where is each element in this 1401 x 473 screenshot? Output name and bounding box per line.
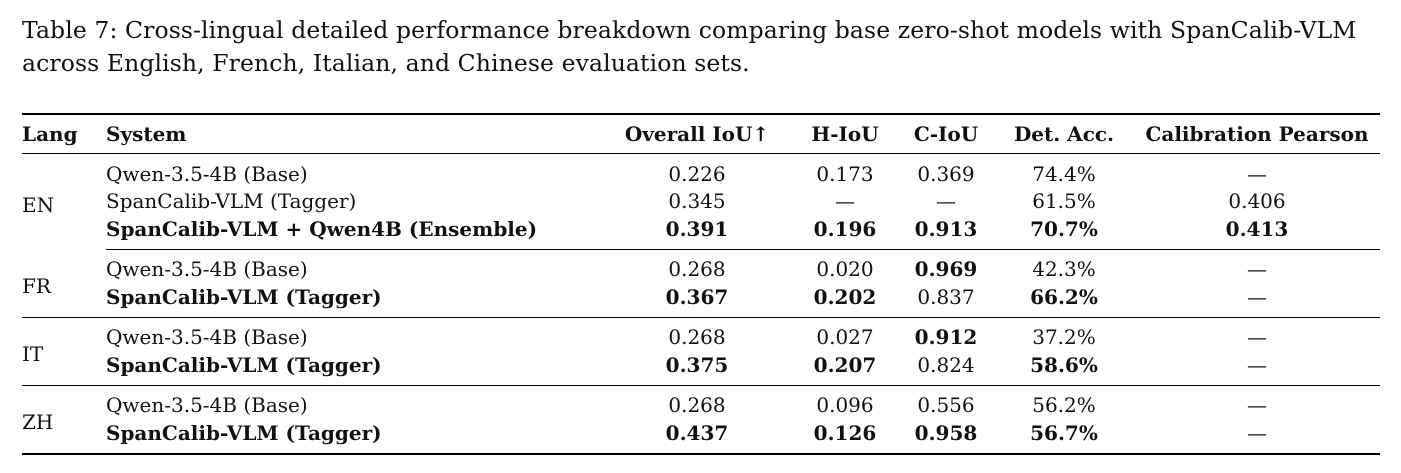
h-iou-cell: 0.126: [792, 419, 898, 455]
overall-iou-cell: 0.268: [668, 325, 726, 350]
h-iou-cell: 0.096: [816, 393, 874, 418]
calibration-cell: —: [1247, 161, 1267, 186]
calibration-cell: —: [1134, 351, 1380, 386]
det-acc-cell: 56.7%: [994, 419, 1134, 455]
system-cell: Qwen-3.5-4B (Base): [106, 325, 308, 350]
table-caption: Table 7: Cross-lingual detailed performa…: [22, 16, 1357, 77]
h-iou-cell: 0.207: [792, 351, 898, 386]
h-iou-cell: 0.202: [792, 283, 898, 318]
calibration-cell: —: [1134, 419, 1380, 455]
det-acc-cell: 37.2%: [1032, 325, 1096, 350]
calibration-cell: 0.413: [1134, 215, 1380, 250]
system-cell: SpanCalib-VLM + Qwen4B (Ensemble): [106, 215, 602, 250]
overall-iou-cell: 0.367: [602, 283, 792, 318]
h-iou-cell: 0.173: [816, 161, 874, 186]
overall-iou-cell: 0.268: [668, 257, 726, 282]
table-row: EN Qwen-3.5-4B (Base) 0.226 0.173 0.369 …: [22, 154, 1380, 217]
table-row: SpanCalib-VLM + Qwen4B (Ensemble) 0.391 …: [22, 215, 1380, 250]
c-iou-cell: —: [936, 189, 956, 214]
h-iou-cell: 0.196: [792, 215, 898, 250]
table-row: SpanCalib-VLM (Tagger) 0.345 — — 61.5% 0…: [22, 188, 1380, 216]
header-det-acc: Det. Acc.: [994, 113, 1134, 154]
c-iou-cell: 0.969: [914, 257, 978, 282]
table-header-row: Lang System Overall IoU↑ H-IoU C-IoU Det…: [22, 113, 1380, 154]
overall-iou-cell: 0.268: [668, 393, 726, 418]
header-lang: Lang: [22, 113, 106, 154]
lang-cell: EN: [22, 192, 55, 217]
lang-cell: ZH: [22, 385, 106, 455]
table-row: ZH Qwen-3.5-4B (Base) 0.268 0.096 0.556 …: [22, 385, 1380, 455]
system-cell: SpanCalib-VLM (Tagger): [106, 283, 602, 318]
overall-iou-cell: 0.391: [602, 215, 792, 250]
system-cell: Qwen-3.5-4B (Base): [106, 161, 308, 186]
calibration-cell: —: [1134, 283, 1380, 318]
det-acc-cell: 56.2%: [1032, 393, 1096, 418]
header-c-iou: C-IoU: [898, 113, 994, 154]
overall-iou-cell: 0.345: [668, 189, 726, 214]
det-acc-cell: 58.6%: [994, 351, 1134, 386]
overall-iou-cell: 0.226: [668, 161, 726, 186]
h-iou-cell: 0.020: [816, 257, 874, 282]
system-cell: SpanCalib-VLM (Tagger): [106, 419, 602, 455]
header-calibration-pearson: Calibration Pearson: [1134, 113, 1380, 154]
det-acc-cell: 66.2%: [994, 283, 1134, 318]
det-acc-cell: 74.4%: [1032, 161, 1096, 186]
c-iou-cell: 0.837: [898, 283, 994, 318]
h-iou-cell: —: [835, 189, 855, 214]
results-table: Lang System Overall IoU↑ H-IoU C-IoU Det…: [22, 113, 1380, 455]
system-cell: Qwen-3.5-4B (Base): [106, 257, 308, 282]
det-acc-cell: 42.3%: [1032, 257, 1096, 282]
det-acc-cell: 70.7%: [994, 215, 1134, 250]
det-acc-cell: 61.5%: [1032, 189, 1096, 214]
system-cell: SpanCalib-VLM (Tagger): [106, 351, 602, 386]
table-row: FR Qwen-3.5-4B (Base) 0.268 0.020 0.969 …: [22, 249, 1380, 318]
header-system: System: [106, 113, 602, 154]
lang-cell: IT: [22, 317, 106, 386]
c-iou-cell: 0.913: [898, 215, 994, 250]
overall-iou-cell: 0.437: [602, 419, 792, 455]
overall-iou-cell: 0.375: [602, 351, 792, 386]
table-row: SpanCalib-VLM (Tagger) 0.367 0.202 0.837…: [22, 283, 1380, 318]
table-row: IT Qwen-3.5-4B (Base) 0.268 0.027 0.912 …: [22, 317, 1380, 386]
calibration-cell: —: [1247, 393, 1267, 418]
table-row: SpanCalib-VLM (Tagger) 0.375 0.207 0.824…: [22, 351, 1380, 386]
system-cell: SpanCalib-VLM (Tagger): [106, 189, 357, 214]
c-iou-cell: 0.912: [914, 325, 978, 350]
system-cell: Qwen-3.5-4B (Base): [106, 393, 308, 418]
c-iou-cell: 0.958: [898, 419, 994, 455]
c-iou-cell: 0.556: [917, 393, 975, 418]
lang-cell: FR: [22, 249, 106, 318]
header-overall-iou: Overall IoU↑: [602, 113, 792, 154]
calibration-cell: 0.406: [1228, 189, 1286, 214]
table-row: SpanCalib-VLM (Tagger) 0.437 0.126 0.958…: [22, 419, 1380, 455]
calibration-cell: —: [1247, 325, 1267, 350]
header-h-iou: H-IoU: [792, 113, 898, 154]
h-iou-cell: 0.027: [816, 325, 874, 350]
c-iou-cell: 0.369: [917, 161, 975, 186]
calibration-cell: —: [1247, 257, 1267, 282]
c-iou-cell: 0.824: [898, 351, 994, 386]
